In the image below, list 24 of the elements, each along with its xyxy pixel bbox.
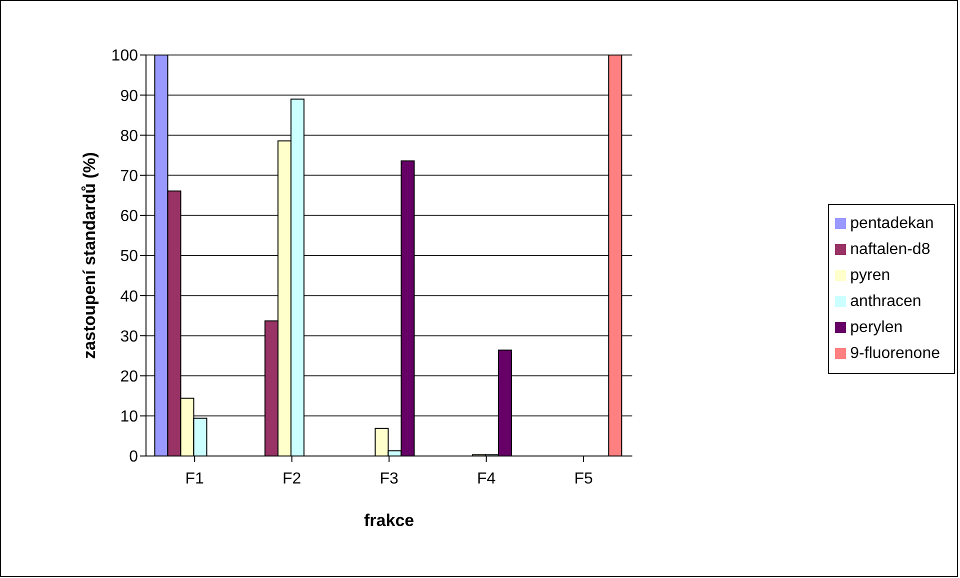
y-tick-label: 20	[120, 368, 138, 386]
legend-label: 9-fluorenone	[850, 344, 940, 362]
legend-label: naftalen-d8	[850, 240, 930, 258]
y-tick-label: 0	[129, 448, 138, 466]
y-tick-label: 30	[120, 328, 138, 346]
x-tick-label: F4	[476, 470, 496, 488]
y-axis-title: zastoupení standardů (%)	[80, 152, 100, 359]
legend-label: perylen	[850, 318, 903, 336]
legend-label: pentadekan	[850, 214, 934, 232]
x-tick-label: F5	[574, 470, 593, 488]
y-tick-label: 90	[120, 88, 138, 105]
y-tick-label: 10	[120, 408, 138, 426]
legend-label: pyren	[850, 266, 890, 284]
legend-label: anthracen	[850, 292, 922, 310]
y-tick-label: 60	[120, 208, 138, 226]
x-tick-label: F2	[282, 470, 302, 488]
y-tick-label: 50	[120, 248, 138, 266]
y-tick-label: 100	[111, 48, 138, 65]
y-tick-label: 40	[120, 288, 138, 306]
x-tick-label: F1	[185, 470, 204, 488]
y-tick-label: 70	[120, 168, 138, 185]
y-tick-label: 80	[120, 128, 138, 145]
x-axis-title: frakce	[364, 511, 414, 530]
x-tick-label: F3	[380, 470, 399, 488]
